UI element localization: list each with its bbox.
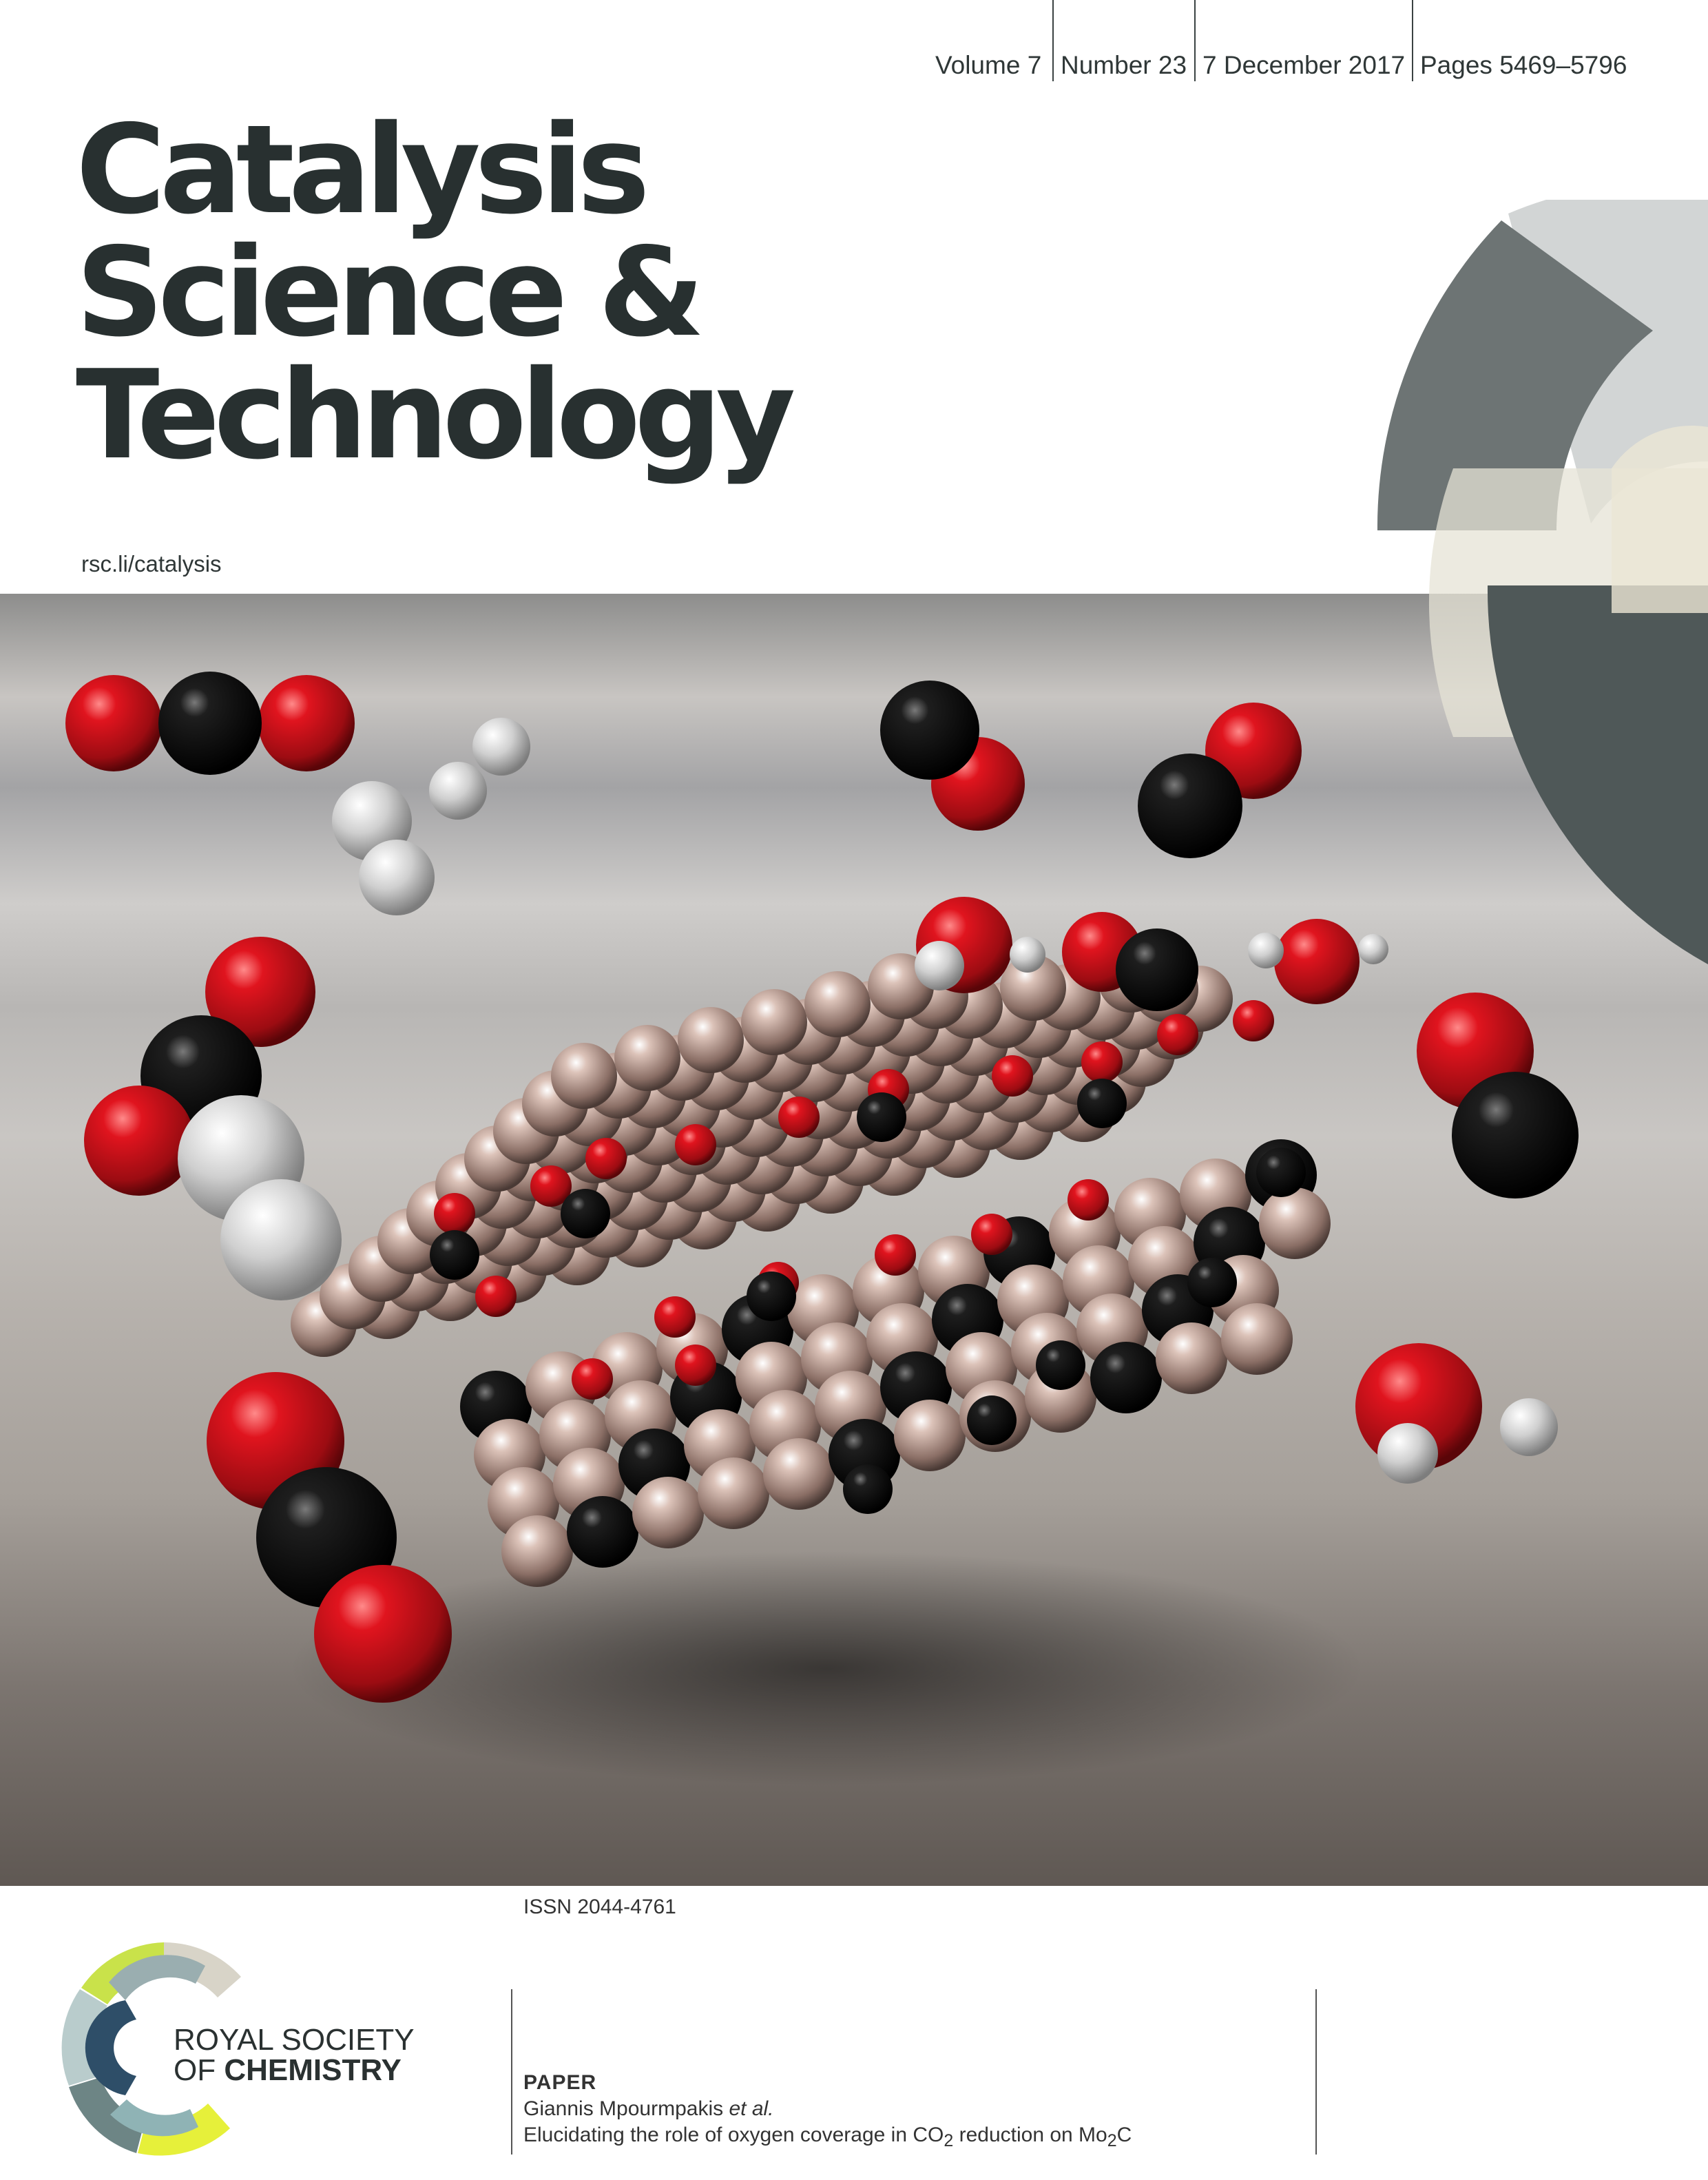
arc-inner <box>1612 425 1708 613</box>
adsorbed-oxygen <box>778 1097 820 1138</box>
metal-atom <box>551 1043 617 1109</box>
oxygen-atom <box>258 675 355 771</box>
metal-atom <box>567 1496 638 1568</box>
hydrogen-atom <box>1358 934 1388 964</box>
adsorbed-oxygen <box>675 1124 716 1165</box>
journal-url[interactable]: rsc.li/catalysis <box>81 551 222 577</box>
carbon-atom <box>158 672 262 775</box>
adsorbed-carbon <box>430 1230 479 1280</box>
adsorbed-oxygen <box>654 1296 696 1338</box>
metal-atom <box>1156 1322 1227 1394</box>
adsorbed-carbon <box>747 1271 796 1321</box>
oxygen-atom <box>1274 919 1360 1004</box>
metal-atom <box>678 1007 744 1073</box>
issue-divider <box>1194 0 1196 81</box>
carbon-atom <box>1452 1072 1579 1198</box>
article-title: Elucidating the role of oxygen coverage … <box>523 2124 1132 2150</box>
hydrogen-atom <box>220 1179 342 1300</box>
publisher-line1: ROYAL SOCIETY <box>174 2023 415 2057</box>
mo2c-cluster <box>291 946 1331 1587</box>
adsorbed-oxygen <box>1233 1000 1274 1041</box>
metal-atom <box>501 1515 573 1587</box>
carbon-atom <box>1138 754 1242 858</box>
featured-article: PAPER Giannis Mpourmpakis et al. Elucida… <box>523 2070 1132 2154</box>
metal-atom <box>741 989 807 1055</box>
journal-title-line: Technology <box>76 344 795 486</box>
hydrogen-atom <box>1248 933 1284 968</box>
metal-atom <box>614 1025 680 1091</box>
hydrogen-atom <box>1377 1423 1438 1484</box>
adsorbed-oxygen <box>572 1358 613 1400</box>
publisher-name: ROYAL SOCIETY OF CHEMISTRY <box>174 2025 415 2086</box>
issue-info-bar: Volume 7 Number 23 7 December 2017 Pages… <box>935 0 1639 90</box>
adsorbed-oxygen <box>585 1138 627 1179</box>
issn: ISSN 2044-4761 <box>523 1896 676 1918</box>
adsorbed-carbon <box>857 1092 906 1142</box>
hydrogen-atom <box>1500 1398 1558 1456</box>
adsorbed-carbon <box>561 1189 610 1238</box>
gas-molecules <box>65 672 1579 1703</box>
adsorbed-oxygen <box>992 1055 1033 1097</box>
adsorbed-oxygen <box>1157 1014 1198 1055</box>
issue-number: Number 23 <box>1061 51 1187 79</box>
journal-title: Catalysis Science & Technology <box>76 98 795 486</box>
arc-slate <box>1487 585 1708 964</box>
adsorbed-oxygen <box>971 1214 1012 1255</box>
cover-illustration <box>0 594 1708 1886</box>
adsorbed-carbon <box>1077 1079 1127 1128</box>
issue-date: 7 December 2017 <box>1202 51 1406 79</box>
adsorbed-carbon <box>967 1395 1017 1445</box>
adsorbed-oxygen <box>1081 1041 1123 1083</box>
article-author: Giannis Mpourmpakis et al. <box>523 2097 774 2120</box>
journal-title-line: Science & <box>76 221 705 364</box>
hydrogen-atom <box>359 840 435 915</box>
issue-divider <box>1412 0 1413 81</box>
adsorbed-carbon <box>1187 1258 1237 1307</box>
journal-title-line: Catalysis <box>76 98 650 241</box>
decorative-arcs <box>1377 200 1708 964</box>
adsorbed-carbon <box>843 1464 893 1514</box>
hydrogen-atom <box>1010 937 1045 973</box>
metal-atom <box>804 971 871 1037</box>
hydrogen-atom <box>429 762 487 820</box>
hydrogen-atom <box>915 941 964 990</box>
metal-atom <box>1259 1187 1331 1259</box>
carbon-atom <box>1116 928 1198 1011</box>
oxygen-atom <box>65 675 162 771</box>
article-type: PAPER <box>523 2071 597 2094</box>
metal-atom <box>894 1400 966 1471</box>
oxygen-atom <box>84 1086 194 1196</box>
cluster-shadow <box>289 1551 1364 1785</box>
molecule-scene <box>65 672 1579 1785</box>
adsorbed-carbon <box>1036 1340 1085 1390</box>
footer-divider <box>511 1989 512 2155</box>
publisher-line2: OF CHEMISTRY <box>174 2053 402 2087</box>
metal-atom <box>632 1477 704 1548</box>
adsorbed-oxygen <box>875 1234 916 1276</box>
adsorbed-oxygen <box>475 1276 517 1317</box>
adsorbed-oxygen <box>434 1193 475 1234</box>
metal-atom <box>763 1438 835 1510</box>
issue-pages: Pages 5469–5796 <box>1420 51 1627 79</box>
adsorbed-oxygen <box>1068 1179 1109 1221</box>
adsorbed-oxygen <box>530 1165 572 1207</box>
adsorbed-oxygen <box>675 1345 716 1386</box>
metal-atom <box>1221 1303 1293 1375</box>
adsorbed-carbon <box>1256 1148 1306 1197</box>
carbon-atom <box>880 681 979 780</box>
metal-atom <box>1090 1342 1162 1413</box>
issue-volume: Volume 7 <box>935 51 1042 79</box>
hydrogen-atom <box>472 718 530 776</box>
footer-divider <box>1315 1989 1317 2155</box>
issue-divider <box>1052 0 1054 81</box>
oxygen-atom <box>205 937 315 1047</box>
metal-atom <box>1000 955 1066 1021</box>
metal-atom <box>698 1457 769 1529</box>
rsc-logo-icon <box>61 1942 241 2156</box>
oxygen-atom <box>314 1565 452 1703</box>
arc-dark <box>1377 220 1653 530</box>
